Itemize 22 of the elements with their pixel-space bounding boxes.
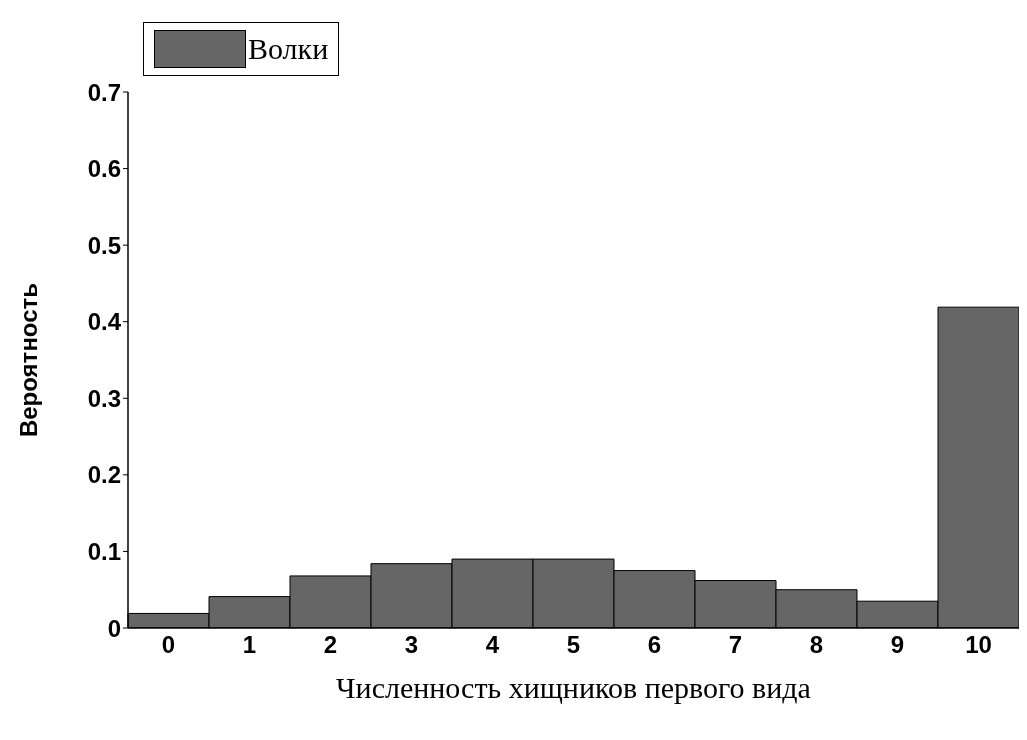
x-tick-label: 4 xyxy=(485,631,500,659)
y-tick-label: 0.6 xyxy=(87,155,121,183)
x-tick-label: 0 xyxy=(161,631,176,659)
x-tick-label: 6 xyxy=(647,631,662,659)
y-axis-title: Вероятность xyxy=(14,282,42,438)
x-tick-label: 1 xyxy=(242,631,257,659)
x-tick-label: 5 xyxy=(566,631,581,659)
x-tick-label: 10 xyxy=(965,631,992,659)
x-tick-label: 7 xyxy=(728,631,743,659)
y-tick-label: 0.3 xyxy=(87,384,121,412)
x-tick-label: 3 xyxy=(404,631,419,659)
y-tick-label: 0.4 xyxy=(87,308,122,336)
x-tick-label: 9 xyxy=(890,631,905,659)
y-tick-label: 0.2 xyxy=(87,461,121,489)
y-tick-label: 0.7 xyxy=(87,78,121,106)
y-tick-label: 0 xyxy=(107,614,121,642)
x-axis-title: Численность хищников первого вида xyxy=(336,671,811,704)
legend-label: Волки xyxy=(247,31,329,67)
x-tick-label: 8 xyxy=(809,631,824,659)
y-tick-label: 0.5 xyxy=(87,231,121,259)
x-tick-label: 2 xyxy=(323,631,338,659)
y-tick-label: 0.1 xyxy=(87,537,121,565)
